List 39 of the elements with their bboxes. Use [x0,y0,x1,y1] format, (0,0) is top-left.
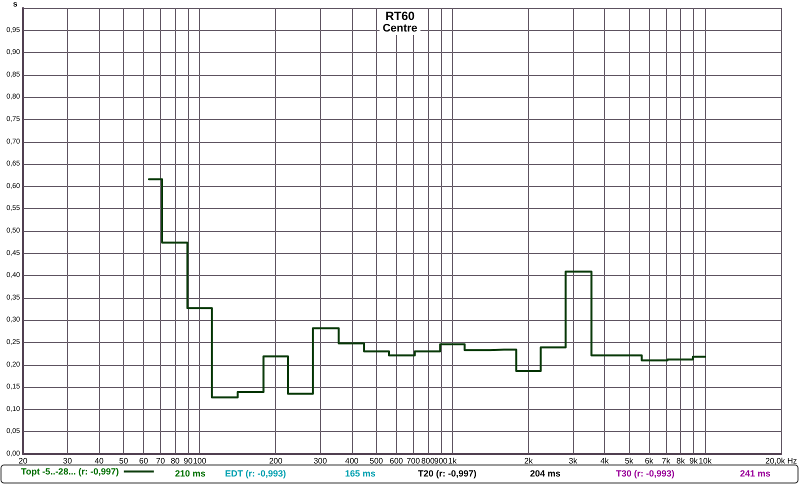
x-tick-label: 500 [370,456,384,466]
text: 204 ms [530,468,561,478]
x-tick-label: 60 [139,456,149,466]
x-tick-label: 6k [644,456,654,466]
x-tick-label: 40 [94,456,104,466]
x-tick-label: 10k [698,456,713,466]
x-tick-label: 90 [184,456,194,466]
text: 165 ms [345,468,376,478]
x-tick-label: 7k [662,456,672,466]
x-tick-label: 2k [524,456,534,466]
text: Centre [382,22,418,34]
x-tick-label: 70 [156,456,166,466]
text: T20 (r: -0,997) [418,468,477,478]
x-tick-label: 600 [390,456,404,466]
x-tick-label: 9k [689,456,699,466]
x-tick-label: 5k [624,456,634,466]
x-tick-label: 200 [269,456,283,466]
x-tick-label: 1k [448,456,458,466]
text: 241 ms [740,468,771,478]
text: EDT (r: -0,993) [225,468,286,478]
text: 210 ms [175,468,206,478]
x-tick-label: 20 [18,456,28,466]
x-tick-label: 900 [434,456,448,466]
chart-title: RT60 [385,9,415,23]
x-tick-label: 80 [170,456,180,466]
x-tick-label: 20,0k Hz [765,456,798,466]
text: T30 (r: -0,993) [616,468,675,478]
x-tick-label: 3k [568,456,578,466]
legend-label: Topt -5..-28... (r: -0,997) [20,466,119,476]
x-tick-label: 800 [421,456,436,466]
x-tick-label: 4k [600,456,610,466]
x-tick-label: 50 [119,456,129,466]
x-tick-label: 400 [345,456,360,466]
x-tick-label: 100 [192,456,207,466]
x-tick-label: 8k [676,456,686,466]
x-tick-label: 30 [63,456,72,466]
x-tick-label: 700 [406,456,420,466]
y-axis-title: s [13,0,18,8]
x-tick-label: 300 [314,456,328,466]
